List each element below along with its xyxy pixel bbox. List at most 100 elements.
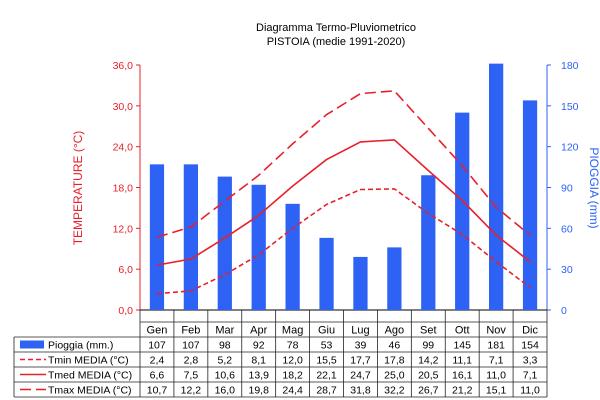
rain-bar bbox=[455, 112, 470, 310]
table-cell: 11,0 bbox=[486, 370, 506, 382]
left-axis-tick-label: 6,0 bbox=[118, 264, 133, 276]
left-axis-tick-label: 12,0 bbox=[113, 223, 134, 235]
table-cell: 11,1 bbox=[452, 355, 472, 367]
legend-label: Tmed MEDIA (°C) bbox=[48, 370, 132, 382]
table-cell: 98 bbox=[219, 340, 231, 352]
table-cell: 13,9 bbox=[248, 370, 269, 382]
table-cell: 18,2 bbox=[282, 370, 303, 382]
table-cell: 16,0 bbox=[215, 385, 236, 397]
category-label: Apr bbox=[250, 325, 267, 337]
category-label: Set bbox=[420, 325, 437, 337]
table-cell: 107 bbox=[182, 340, 200, 352]
table-cell: 20,5 bbox=[418, 370, 439, 382]
chart-subtitle: PISTOIA (medie 1991-2020) bbox=[267, 36, 406, 48]
left-axis-tick-label: 0,0 bbox=[118, 305, 133, 317]
table-cell: 181 bbox=[487, 340, 505, 352]
category-label: Dic bbox=[522, 325, 538, 337]
table-cell: 10,7 bbox=[147, 385, 168, 397]
table-cell: 25,0 bbox=[384, 370, 405, 382]
left-axis-tick-label: 18,0 bbox=[113, 183, 134, 195]
table-cell: 24,7 bbox=[350, 370, 371, 382]
category-label: Gen bbox=[147, 325, 168, 337]
table-cell: 53 bbox=[321, 340, 333, 352]
category-label: Mar bbox=[215, 325, 234, 337]
table-cell: 7,1 bbox=[523, 370, 538, 382]
rain-bar bbox=[251, 184, 266, 310]
table-cell: 21,2 bbox=[452, 385, 473, 397]
temperature-line bbox=[156, 90, 531, 238]
table-cell: 2,4 bbox=[150, 355, 165, 367]
left-axis-title: TEMPERATURE (°C) bbox=[71, 131, 85, 246]
legend-label: Tmin MEDIA (°C) bbox=[48, 355, 129, 367]
table-cell: 78 bbox=[287, 340, 299, 352]
category-label: Mag bbox=[282, 325, 303, 337]
plot-area: 0,0 6,0 12,0 18,0 24,0 30,0 36,0 0 30 60 90 120 150 1… bbox=[113, 60, 579, 317]
table-cell: 7,5 bbox=[184, 370, 199, 382]
category-label: Lug bbox=[351, 325, 369, 337]
temperature-line bbox=[156, 188, 531, 295]
left-axis-tick-label: 36,0 bbox=[113, 60, 134, 72]
table-cell: 19,8 bbox=[248, 385, 269, 397]
table-cell: 11,0 bbox=[520, 385, 540, 397]
rain-bar bbox=[183, 164, 198, 310]
table-cell: 31,8 bbox=[350, 385, 371, 397]
category-label: Giu bbox=[318, 325, 335, 337]
table-cell: 22,1 bbox=[316, 370, 337, 382]
rain-bar bbox=[489, 63, 504, 311]
table-cell: 7,1 bbox=[489, 355, 504, 367]
right-axis-tick-label: 180 bbox=[561, 60, 579, 72]
table-cell: 15,5 bbox=[316, 355, 337, 367]
table-cell: 3,3 bbox=[523, 355, 538, 367]
table-cell: 17,8 bbox=[384, 355, 405, 367]
rain-bar bbox=[387, 247, 402, 310]
table-cell: 6,6 bbox=[150, 370, 165, 382]
table-cell: 17,7 bbox=[350, 355, 371, 367]
right-axis-tick-label: 60 bbox=[561, 223, 573, 235]
rain-bar bbox=[319, 237, 334, 310]
table-cell: 12,0 bbox=[282, 355, 303, 367]
category-label: Ott bbox=[455, 325, 470, 337]
table-cell: 16,1 bbox=[452, 370, 473, 382]
left-axis-tick-label: 30,0 bbox=[113, 101, 134, 113]
data-table: Gen Feb Mar Apr Mag Giu Lug Ago Set Ott Nov Dic Piog… bbox=[13, 310, 548, 398]
rain-bar bbox=[285, 203, 300, 310]
rain-bar bbox=[421, 175, 436, 310]
table-cell: 10,6 bbox=[215, 370, 236, 382]
table-cell: 28,7 bbox=[316, 385, 337, 397]
table-cell: 154 bbox=[521, 340, 539, 352]
table-cell: 99 bbox=[422, 340, 434, 352]
table-cell: 39 bbox=[355, 340, 367, 352]
right-axis-tick-label: 0 bbox=[561, 305, 567, 317]
right-axis-tick-label: 150 bbox=[561, 101, 579, 113]
table-cell: 46 bbox=[389, 340, 401, 352]
table-cell: 92 bbox=[253, 340, 265, 352]
legend-label: Tmax MEDIA (°C) bbox=[48, 385, 132, 397]
right-axis-title: PIOGGIA (mm) bbox=[587, 147, 600, 228]
table-cell: 15,1 bbox=[486, 385, 507, 397]
table-cell: 32,2 bbox=[384, 385, 405, 397]
table-cell: 14,2 bbox=[418, 355, 439, 367]
table-cell: 26,7 bbox=[418, 385, 439, 397]
legend-swatch-rain bbox=[20, 340, 44, 349]
table-cell: 24,4 bbox=[282, 385, 303, 397]
rain-bar bbox=[149, 164, 165, 310]
table-cell: 145 bbox=[453, 340, 471, 352]
left-axis-tick-label: 24,0 bbox=[113, 142, 134, 154]
table-cell: 2,8 bbox=[184, 355, 199, 367]
category-label: Nov bbox=[486, 325, 506, 337]
table-cell: 12,2 bbox=[181, 385, 202, 397]
chart-title: Diagramma Termo-Pluviometrico bbox=[256, 22, 416, 34]
rain-bar bbox=[353, 256, 368, 310]
category-label: Feb bbox=[181, 325, 200, 337]
right-axis-tick-label: 30 bbox=[561, 264, 573, 276]
table-cell: 5,2 bbox=[217, 355, 232, 367]
legend-label: Pioggia (mm.) bbox=[48, 340, 113, 352]
rain-bar bbox=[522, 100, 538, 310]
table-cell: 8,1 bbox=[251, 355, 266, 367]
category-label: Ago bbox=[385, 325, 405, 337]
right-axis-tick-label: 120 bbox=[561, 142, 579, 154]
temperature-line bbox=[156, 139, 531, 266]
table-cell: 107 bbox=[148, 340, 166, 352]
right-axis-tick-label: 90 bbox=[561, 183, 573, 195]
